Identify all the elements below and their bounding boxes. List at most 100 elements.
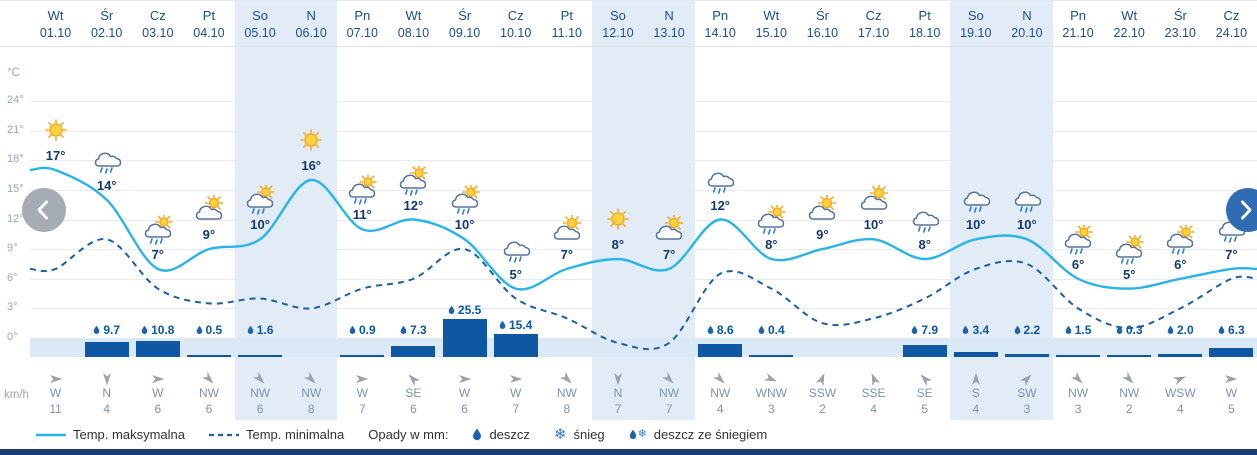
prev-period-button[interactable] [22, 188, 66, 232]
day-column[interactable] [439, 1, 490, 420]
wind-speed-value: 5 [921, 402, 929, 416]
wind-speed-value: 4 [716, 402, 724, 416]
raindrop-icon [473, 428, 482, 441]
day-column[interactable] [746, 1, 797, 420]
day-column[interactable] [388, 1, 439, 420]
wind-direction-label: NW [1119, 386, 1140, 400]
wind-speed-value: 2 [819, 402, 826, 416]
precip-bar [1158, 354, 1203, 357]
day-column[interactable] [490, 1, 541, 420]
wind-arrow-icon [968, 371, 984, 387]
wind-direction-label: SE [405, 386, 422, 400]
wind-direction-label: NW [198, 386, 219, 400]
wind-speed-value: 4 [1176, 402, 1184, 416]
day-name-label: Wt [47, 8, 64, 23]
day-name-label: Pn [1070, 8, 1087, 23]
precip-bar [902, 345, 947, 357]
day-date-label: 09.10 [448, 26, 481, 40]
wind-speed-value: 3 [1023, 402, 1031, 416]
day-name-label: Wt [763, 8, 780, 23]
wind-arrow-icon [709, 368, 732, 391]
day-column[interactable] [183, 1, 234, 420]
wind-direction-label: S [971, 386, 980, 400]
wind-speed-value: 2 [1125, 402, 1133, 416]
precip-bar [1056, 354, 1101, 358]
day-date-label: 17.10 [857, 26, 890, 40]
day-column[interactable] [1001, 1, 1052, 420]
day-column[interactable] [235, 1, 286, 420]
gridline [30, 130, 1257, 132]
wind-arrow-icon [198, 368, 221, 391]
day-date-label: 08.10 [397, 26, 430, 40]
day-name-label: So [252, 8, 269, 23]
raindrop-icon [629, 429, 636, 440]
wind-direction-label: SE [916, 386, 933, 400]
day-date-label: 10.10 [500, 26, 532, 40]
day-column[interactable] [644, 1, 695, 420]
wind-speed-value: 5 [1228, 402, 1235, 416]
axis-tick-label: 9° [7, 242, 18, 255]
precip-bar [1107, 355, 1152, 357]
day-column[interactable] [950, 1, 1001, 420]
day-date-label: 22.10 [1113, 26, 1145, 40]
legend-temp-min: Temp. minimalna [208, 427, 344, 442]
day-column[interactable] [1053, 1, 1104, 420]
day-name-label: Cz [865, 8, 882, 23]
wind-arrow-icon [1016, 368, 1039, 391]
wind-speed-value: 6 [410, 402, 417, 416]
wind-speed-value: 3 [1074, 402, 1082, 416]
wind-speed-value: 4 [870, 402, 877, 416]
day-column[interactable] [899, 1, 950, 420]
axis-tick-label: 15° [7, 182, 24, 195]
wind-arrow-icon [812, 369, 833, 390]
wind-speed-value: 8 [563, 402, 571, 416]
wind-speed-value: 7 [665, 402, 673, 416]
day-date-label: 04.10 [193, 26, 225, 40]
axis-tick-label: 0° [7, 331, 18, 343]
day-column[interactable] [81, 1, 132, 420]
day-column[interactable] [848, 1, 899, 420]
legend-rain: deszcz [472, 427, 530, 442]
gridline [30, 101, 1257, 102]
legend-temp-max: Temp. maksymalna [36, 427, 185, 442]
day-column[interactable] [541, 1, 592, 420]
day-column[interactable] [286, 1, 337, 420]
day-date-label: 24.10 [1215, 26, 1248, 40]
wind-direction-label: NW [301, 386, 322, 400]
legend: Temp. maksymalna Temp. minimalna Opady w… [0, 420, 1257, 449]
precip-bar [1209, 347, 1254, 357]
day-date-label: 21.10 [1062, 26, 1094, 40]
snowflake-icon: ❄ [637, 428, 647, 440]
day-date-label: 14.10 [704, 26, 736, 40]
day-name-label: So [967, 8, 984, 23]
wind-direction-label: W [510, 386, 522, 400]
day-column[interactable] [695, 1, 746, 420]
day-name-label: N [1022, 8, 1032, 23]
day-column[interactable] [592, 1, 643, 420]
day-column[interactable] [1155, 1, 1206, 420]
gridline [30, 160, 1257, 162]
day-date-label: 20.10 [1011, 26, 1043, 40]
wind-speed-value: 8 [307, 402, 315, 416]
wind-arrow-icon [402, 368, 425, 391]
wind-direction-label: W [49, 386, 62, 400]
wind-direction-label: NW [556, 386, 577, 400]
day-date-label: 13.10 [653, 26, 685, 40]
wind-arrow-icon [99, 371, 115, 387]
axis-unit-label: °C [7, 67, 20, 79]
snowflake-icon: ❄ [553, 426, 567, 443]
wind-speed-value: 4 [103, 402, 111, 416]
wind-arrow-icon [300, 368, 323, 391]
day-column[interactable] [797, 1, 848, 420]
day-column[interactable] [132, 1, 183, 420]
day-column[interactable] [337, 1, 388, 420]
legend-temp-max-label: Temp. maksymalna [73, 427, 185, 442]
legend-snow-label: śnieg [573, 427, 605, 442]
rain-snow-icon: ❄ [629, 429, 647, 440]
wind-direction-label: NW [1068, 386, 1089, 400]
wind-arrow-icon [555, 368, 578, 391]
day-name-label: Cz [1223, 8, 1240, 23]
precip-bar [391, 346, 436, 357]
precip-bar [340, 355, 385, 357]
day-column[interactable] [1104, 1, 1155, 420]
